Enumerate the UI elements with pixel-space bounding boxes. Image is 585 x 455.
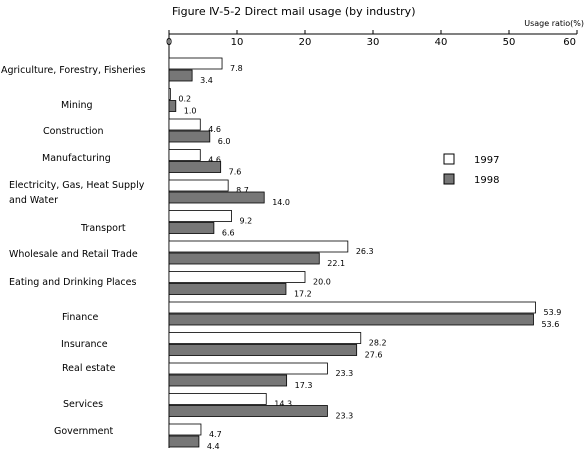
category-label-finance: Finance bbox=[62, 312, 98, 323]
axis-unit-label: Usage ratio(%) bbox=[524, 19, 584, 28]
bar-real-estate-1997 bbox=[168, 362, 328, 375]
bar-manufacturing-1997 bbox=[168, 149, 201, 161]
bar-services-1998 bbox=[168, 405, 328, 417]
value-label-mining-1998: 1.0 bbox=[184, 107, 197, 116]
x-tick-label: 30 bbox=[367, 37, 380, 48]
value-label-agriculture-forestry-fisheries-1997: 7.8 bbox=[230, 64, 243, 73]
value-label-eating-and-drinking-places-1998: 17.2 bbox=[294, 290, 312, 299]
x-tick-label: 60 bbox=[563, 37, 576, 48]
bar-agriculture-forestry-fisheries-1998 bbox=[168, 69, 193, 82]
category-label-mining: Mining bbox=[61, 100, 93, 111]
bar-transport-1997 bbox=[168, 210, 232, 222]
x-tick-label: 40 bbox=[435, 37, 448, 48]
value-label-services-1997: 14.3 bbox=[274, 400, 292, 409]
value-label-transport-1998: 6.6 bbox=[222, 229, 235, 238]
category-labels: Agriculture, Forestry, Fisheries Mining Co… bbox=[1, 65, 146, 437]
value-label-wholesale-and-retail-trade-1998: 22.1 bbox=[327, 259, 345, 268]
bar-electricity-gas-heat-supply-and-water-1998 bbox=[168, 191, 265, 204]
bar-eating-and-drinking-places-1997 bbox=[168, 271, 306, 283]
legend-swatch-1998 bbox=[443, 173, 455, 185]
bar-services-1997 bbox=[168, 393, 267, 405]
category-label-electricity-gas-heat-supply-and-water-line-1: Electricity, Gas, Heat Supply bbox=[9, 180, 145, 191]
value-label-finance-1998: 53.6 bbox=[541, 320, 559, 329]
bar-construction-1998 bbox=[168, 130, 211, 143]
legend-swatch-1997 bbox=[443, 153, 455, 165]
value-label-mining-1997: 0.2 bbox=[178, 95, 191, 104]
x-tick-label: 50 bbox=[503, 37, 516, 48]
category-label-construction: Construction bbox=[43, 126, 104, 137]
category-label-insurance: Insurance bbox=[61, 339, 108, 350]
bar-eating-and-drinking-places-1998 bbox=[168, 283, 287, 295]
value-label-agriculture-forestry-fisheries-1998: 3.4 bbox=[200, 76, 213, 85]
bar-mining-1997 bbox=[168, 88, 171, 100]
bar-agriculture-forestry-fisheries-1997 bbox=[168, 57, 223, 70]
legend: 1997 1998 bbox=[443, 153, 499, 186]
value-label-government-1998: 4.4 bbox=[207, 442, 220, 451]
value-label-wholesale-and-retail-trade-1997: 26.3 bbox=[356, 247, 374, 256]
bar-mining-1998 bbox=[168, 100, 177, 112]
x-tick-label: 0 bbox=[166, 37, 172, 48]
value-label-government-1997: 4.7 bbox=[209, 430, 222, 439]
bar-transport-1998 bbox=[168, 222, 215, 234]
value-label-services-1998: 23.3 bbox=[335, 412, 353, 421]
bar-real-estate-1998 bbox=[168, 374, 288, 387]
category-label-government: Government bbox=[54, 426, 114, 437]
x-tick-label: 20 bbox=[299, 37, 312, 48]
value-label-construction-1997: 4.6 bbox=[208, 125, 221, 134]
value-label-manufacturing-1997: 4.6 bbox=[208, 156, 221, 165]
category-label-wholesale-and-retail-trade: Wholesale and Retail Trade bbox=[9, 249, 138, 260]
bar-government-1997 bbox=[168, 423, 202, 436]
category-label-eating-and-drinking-places: Eating and Drinking Places bbox=[9, 277, 137, 288]
bar-finance-1997 bbox=[168, 301, 536, 314]
value-label-eating-and-drinking-places-1997: 20.0 bbox=[313, 278, 331, 287]
bar-wholesale-and-retail-trade-1998 bbox=[168, 252, 320, 265]
value-label-manufacturing-1998: 7.6 bbox=[229, 168, 242, 177]
value-label-real-estate-1997: 23.3 bbox=[335, 369, 353, 378]
value-label-transport-1997: 9.2 bbox=[240, 217, 253, 226]
bar-manufacturing-1998 bbox=[168, 161, 222, 173]
bar-electricity-gas-heat-supply-and-water-1997 bbox=[168, 179, 229, 192]
chart-title: Figure Ⅳ-5-2 Direct mail usage (by indus… bbox=[172, 5, 415, 18]
bar-government-1998 bbox=[168, 435, 200, 448]
value-label-construction-1998: 6.0 bbox=[218, 137, 231, 146]
category-label-electricity-gas-heat-supply-and-water-line-2: and Water bbox=[9, 195, 58, 206]
legend-label-1998: 1998 bbox=[474, 175, 499, 186]
value-label-insurance-1998: 27.6 bbox=[365, 351, 383, 360]
category-label-manufacturing: Manufacturing bbox=[42, 153, 111, 164]
bar-insurance-1997 bbox=[168, 332, 362, 344]
category-label-transport: Transport bbox=[80, 223, 126, 234]
category-label-real-estate: Real estate bbox=[62, 363, 116, 374]
bar-insurance-1998 bbox=[168, 344, 358, 356]
value-label-real-estate-1998: 17.3 bbox=[295, 381, 313, 390]
value-label-insurance-1997: 28.2 bbox=[369, 339, 387, 348]
legend-label-1997: 1997 bbox=[474, 155, 499, 166]
bar-wholesale-and-retail-trade-1997 bbox=[168, 240, 349, 253]
value-label-electricity-gas-heat-supply-and-water-1997: 8.7 bbox=[236, 186, 249, 195]
category-label-services: Services bbox=[63, 399, 103, 410]
bar-finance-1998 bbox=[168, 313, 534, 326]
bars: 7.8 3.4 0.2 1.0 4.6 6.0 4.6 7.6 8.7 14.0 9.2 6.6 26.… bbox=[168, 57, 562, 451]
x-tick-label: 10 bbox=[231, 37, 244, 48]
category-label-agriculture-forestry-fisheries: Agriculture, Forestry, Fisheries bbox=[1, 65, 146, 76]
bar-construction-1997 bbox=[168, 118, 201, 131]
value-label-electricity-gas-heat-supply-and-water-1998: 14.0 bbox=[272, 198, 290, 207]
value-label-finance-1997: 53.9 bbox=[544, 308, 562, 317]
